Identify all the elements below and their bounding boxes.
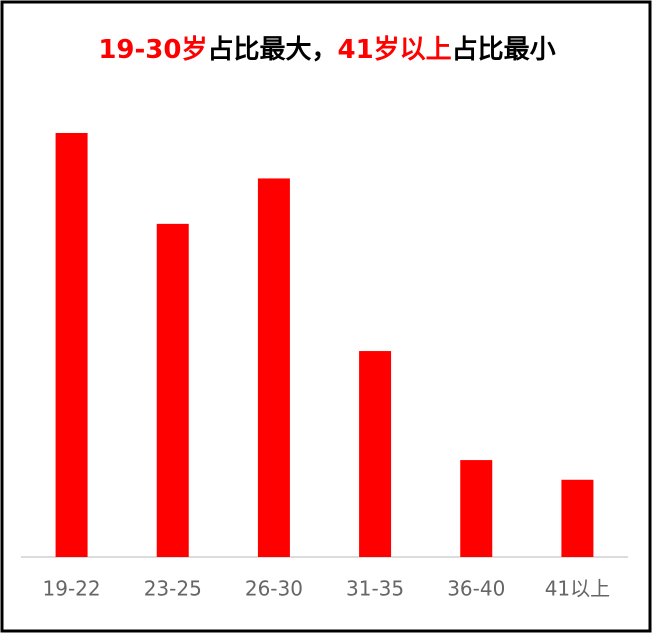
chart-title: 19-30岁占比最大，41岁以上占比最小 <box>98 34 555 65</box>
bar <box>156 223 189 557</box>
title-part: 占比最小 <box>452 35 556 65</box>
bar <box>257 178 290 557</box>
x-tick-label: 19-22 <box>43 577 101 601</box>
bar <box>359 351 392 557</box>
x-tick-label: 36-40 <box>447 577 505 601</box>
bar <box>460 460 493 557</box>
x-tick-label: 26-30 <box>245 577 303 601</box>
title-part: 占比最大， <box>207 35 337 65</box>
x-tick-label: 23-25 <box>144 577 202 601</box>
title-part: 19-30岁 <box>98 34 207 65</box>
x-tick-label: 41以上 <box>545 577 610 601</box>
x-tick-label: 31-35 <box>346 577 404 601</box>
bar <box>55 133 88 557</box>
title-part: 41岁以上 <box>337 34 451 65</box>
bar <box>561 479 594 557</box>
